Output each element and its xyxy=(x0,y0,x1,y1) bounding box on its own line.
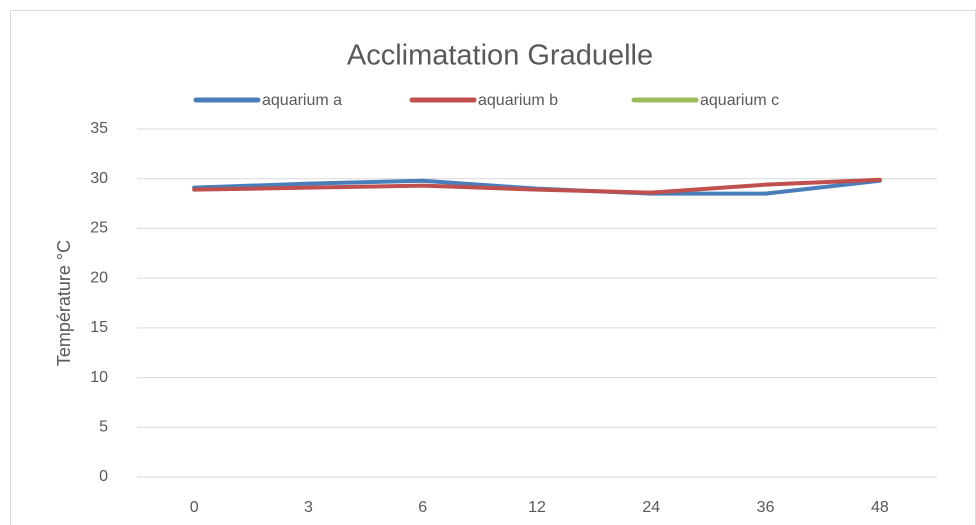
series-line xyxy=(192,177,882,195)
x-tick-label: 48 xyxy=(871,499,889,516)
x-tick-label: 36 xyxy=(757,499,775,516)
x-tick-label: 0 xyxy=(190,499,199,516)
x-tick-label: 12 xyxy=(528,499,546,516)
x-tick-label: 6 xyxy=(418,499,427,516)
legend-label: aquarium b xyxy=(478,92,558,109)
y-tick-label: 10 xyxy=(90,369,108,386)
y-tick-label: 20 xyxy=(90,269,108,286)
legend-label: aquarium a xyxy=(262,92,342,109)
y-tick-label: 25 xyxy=(90,220,108,237)
chart-frame xyxy=(10,10,976,525)
legend-label: aquarium c xyxy=(700,92,779,109)
x-tick-label: 24 xyxy=(642,499,660,516)
y-tick-label: 15 xyxy=(90,319,108,336)
y-tick-label: 0 xyxy=(99,468,108,485)
chart-title: Acclimatation Graduelle xyxy=(347,40,653,72)
y-tick-label: 30 xyxy=(90,170,108,187)
x-tick-label: 3 xyxy=(304,499,313,516)
y-axis-label: Température °C xyxy=(54,240,74,366)
y-tick-label: 5 xyxy=(99,419,108,436)
y-tick-label: 35 xyxy=(90,120,108,137)
